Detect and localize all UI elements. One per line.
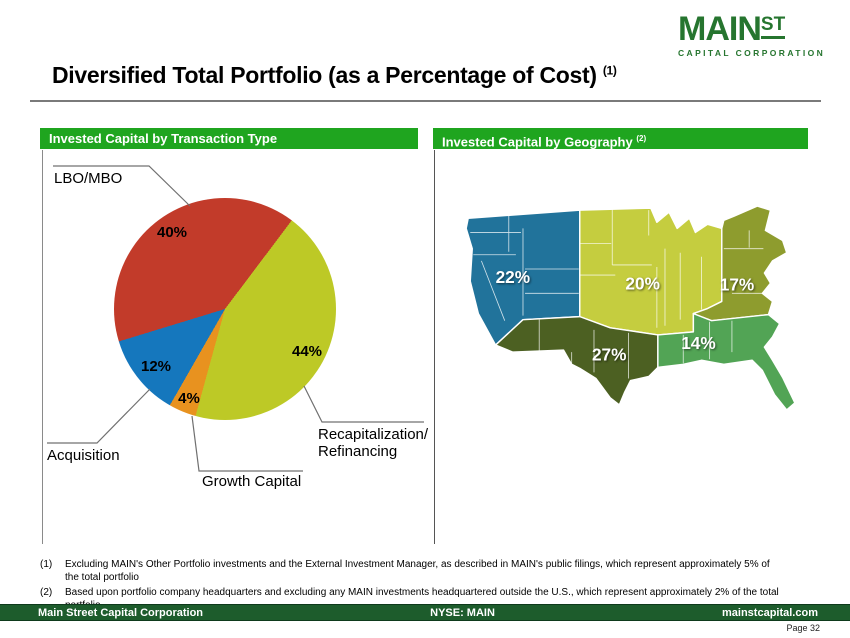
callout-line-growth xyxy=(191,415,303,472)
state-borders xyxy=(470,209,767,379)
left-panel-header-text: Invested Capital by Transaction Type xyxy=(49,131,278,146)
pie-label-acquisition: Acquisition xyxy=(47,447,120,464)
right-panel-header: Invested Capital by Geography (2) xyxy=(433,128,808,149)
logo-st-text: ST xyxy=(760,14,786,39)
logo-main-text: MAIN xyxy=(678,10,762,48)
right-panel-border xyxy=(434,150,435,544)
pie-label-recap-line2: Refinancing xyxy=(318,442,398,460)
footer-company: Main Street Capital Corporation xyxy=(38,606,204,619)
map-value-southwest: 27% xyxy=(592,344,627,364)
page-number: Page 32 xyxy=(786,623,820,633)
pie-label-growth: Growth Capital xyxy=(202,473,302,490)
pie-chart xyxy=(114,198,336,420)
pie-value-acquisition: 12% xyxy=(140,358,172,375)
pie-value-growth: 4% xyxy=(178,390,200,407)
callout-line-acquisition xyxy=(47,388,151,444)
map-value-midwest: 20% xyxy=(625,273,660,293)
right-panel-footnote-ref: (2) xyxy=(636,134,647,143)
pie-label-recap: Recapitalization/ Refinancing xyxy=(318,426,429,461)
footnote-1-text: Excluding MAIN's Other Portfolio investm… xyxy=(65,559,770,583)
logo-subtitle: CAPITAL CORPORATION xyxy=(678,48,826,58)
us-map: 22% 20% 17% 27% 14% xyxy=(465,205,796,411)
page-title: Diversified Total Portfolio (as a Percen… xyxy=(52,62,617,89)
map-value-northeast: 17% xyxy=(720,274,755,294)
pie-value-lbo: 40% xyxy=(156,224,188,241)
right-panel-header-text: Invested Capital by Geography xyxy=(442,134,633,150)
footnote-1-marker: (1) xyxy=(40,559,53,570)
title-underline xyxy=(30,100,821,102)
pie-label-recap-line1: Recapitalization/ xyxy=(318,426,429,443)
logo-wordmark: MAINST xyxy=(678,12,825,46)
pie-label-lbo: LBO/MBO xyxy=(54,170,123,187)
left-panel-border xyxy=(42,150,43,544)
footer-bar: Main Street Capital Corporation NYSE: MA… xyxy=(0,604,850,621)
map-value-west: 22% xyxy=(496,267,531,287)
pie-value-recap: 44% xyxy=(291,343,323,360)
map-value-southeast: 14% xyxy=(681,333,716,353)
map-region-southeast xyxy=(657,312,796,411)
page-title-text: Diversified Total Portfolio (as a Percen… xyxy=(52,62,597,88)
callout-line-recap xyxy=(303,385,424,423)
left-panel-header: Invested Capital by Transaction Type xyxy=(40,128,418,149)
mainst-logo: MAINST CAPITAL CORPORATION xyxy=(678,12,825,58)
title-footnote-ref: (1) xyxy=(602,63,617,78)
footer-ticker: NYSE: MAIN xyxy=(430,606,495,619)
footer-website: mainstcapital.com xyxy=(722,606,818,619)
footnote-2-marker: (2) xyxy=(40,587,53,598)
footnote-1: (1) Excluding MAIN's Other Portfolio inv… xyxy=(40,558,812,584)
